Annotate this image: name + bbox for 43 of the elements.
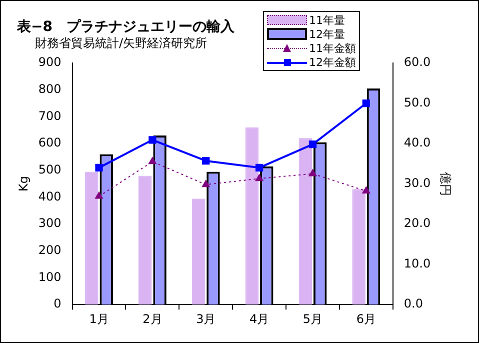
y-tick-label: 600 [38, 136, 62, 150]
point [308, 140, 317, 148]
y-tick-label: 800 [38, 82, 62, 96]
x-tick-label: 4月 [249, 312, 270, 326]
y2-tick-label: 20.0 [404, 216, 431, 230]
legend-label: 12年量 [309, 26, 345, 42]
point [202, 180, 210, 188]
chart-title: 表−8 プラチナジュエリーの輸入 [16, 18, 236, 35]
point [362, 186, 370, 194]
y-tick-label: 200 [38, 243, 62, 258]
y-tick-label: 500 [38, 162, 62, 177]
point [255, 164, 264, 172]
point [95, 192, 103, 199]
y2-axis-title: 億円 [438, 172, 453, 196]
point [148, 157, 156, 164]
legend-label: 11年金額 [309, 40, 356, 56]
y-tick-label: 900 [38, 55, 62, 70]
x-tick-label: 1月 [89, 312, 109, 326]
y-tick-label: 400 [38, 189, 62, 204]
x-tick-label: 3月 [196, 312, 216, 326]
y2-tick-label: 10.0 [404, 256, 431, 270]
legend-label: 11年量 [309, 12, 345, 28]
y-tick-label: 300 [38, 216, 62, 230]
point [95, 164, 103, 172]
y-tick-label: 700 [38, 108, 62, 123]
x-tick-label: 6月 [356, 312, 376, 326]
y2-tick-label: 60.0 [404, 55, 431, 70]
y2-tick-label: 0.0 [404, 296, 423, 311]
y-tick-label: 0 [54, 296, 62, 311]
legend-label: 12年金額 [309, 54, 356, 70]
x-tick-label: 2月 [142, 312, 162, 326]
point [148, 136, 156, 144]
point [308, 169, 317, 176]
point [202, 157, 210, 165]
y2-tick-label: 30.0 [404, 176, 431, 190]
chart-subtitle: 財務省貿易統計/矢野経済研究所 [35, 36, 208, 50]
y2-tick-label: 50.0 [404, 95, 431, 110]
y2-tick-label: 40.0 [404, 136, 431, 150]
y-tick-label: 100 [38, 270, 62, 284]
x-tick-label: 5月 [302, 312, 323, 326]
point [255, 174, 264, 182]
y-axis-title: Kg [16, 176, 30, 192]
point [362, 99, 370, 108]
